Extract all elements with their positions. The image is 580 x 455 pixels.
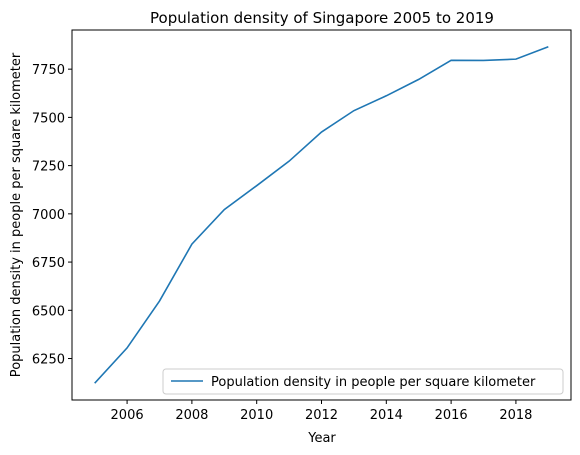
legend-label: Population density in people per square … [211,375,536,390]
plot-area [71,29,572,401]
x-axis: 2006 2008 2010 2012 2014 2016 2018 [111,400,532,423]
x-tick-label: 2018 [499,408,532,423]
y-tick-label: 6500 [32,304,65,319]
x-tick-label: 2012 [305,408,338,423]
y-axis-title: Population density in people per square … [9,52,24,377]
series-line-population-density [94,46,549,384]
y-tick-label: 7500 [32,111,65,126]
x-tick-label: 2014 [370,408,403,423]
x-tick-label: 2010 [240,408,273,423]
y-tick-label: 7250 [32,160,65,175]
y-tick-label: 7000 [32,208,65,223]
x-tick-label: 2008 [175,408,208,423]
chart-title: Population density of Singapore 2005 to … [150,9,494,27]
y-tick-label: 7750 [32,63,65,78]
legend: Population density in people per square … [162,368,564,395]
x-axis-title: Year [307,431,336,446]
y-tick-label: 6250 [32,353,65,368]
y-tick-label: 6750 [32,256,65,271]
y-axis: 6250 6500 6750 7000 7250 7500 7750 [32,63,72,368]
legend-box [162,368,564,395]
x-tick-label: 2006 [111,408,144,423]
x-tick-label: 2016 [435,408,468,423]
